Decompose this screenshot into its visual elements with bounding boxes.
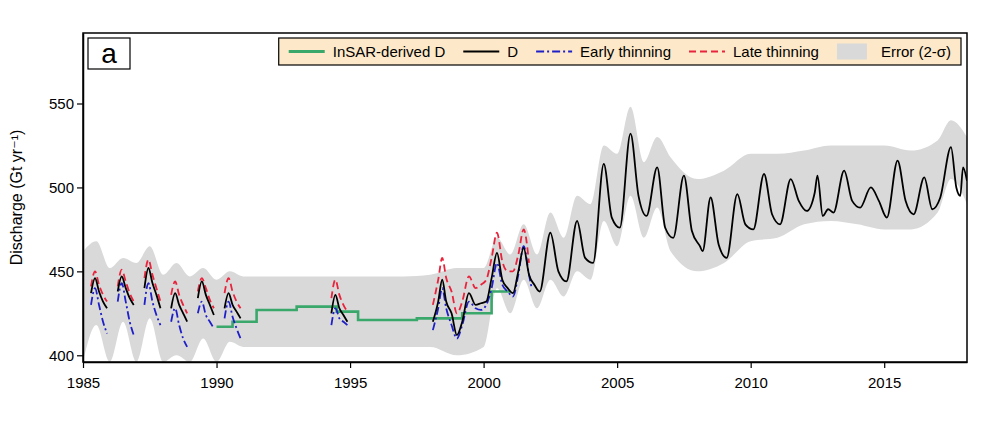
tick-label: 2000 bbox=[467, 374, 500, 391]
legend-swatch bbox=[536, 51, 572, 53]
legend-swatch bbox=[689, 51, 725, 53]
legend-swatch bbox=[289, 50, 325, 53]
plot-area bbox=[83, 107, 967, 362]
tick: 2015 bbox=[868, 362, 901, 391]
title: a bbox=[101, 38, 117, 69]
chart: 1985 1990 1995 2000 2005 2010 2015 400 450 500 550… bbox=[0, 0, 986, 425]
tick: 2000 bbox=[467, 362, 500, 391]
legend-item: InSAR-derived D bbox=[289, 43, 446, 60]
tick-mark bbox=[884, 362, 885, 368]
background bbox=[0, 0, 986, 425]
legend-label: D bbox=[507, 43, 518, 60]
tick-mark bbox=[77, 355, 83, 356]
tick: 1990 bbox=[200, 362, 233, 391]
tick: 450 bbox=[49, 263, 83, 280]
tick-label: 400 bbox=[49, 347, 74, 364]
tick-label: 550 bbox=[49, 95, 74, 112]
tick-label: 500 bbox=[49, 179, 74, 196]
legend-label: Early thinning bbox=[580, 43, 671, 60]
legend-item: Early thinning bbox=[536, 43, 671, 60]
legend-label: Late thinning bbox=[733, 43, 819, 60]
tick-label: 450 bbox=[49, 263, 74, 280]
tick-mark bbox=[484, 362, 485, 368]
legend-box bbox=[279, 38, 961, 65]
series-line bbox=[91, 134, 967, 335]
tick-mark bbox=[216, 362, 217, 368]
error-band bbox=[83, 107, 967, 362]
tick: 2005 bbox=[601, 362, 634, 391]
tick: 400 bbox=[49, 347, 83, 364]
tick-mark bbox=[617, 362, 618, 368]
tick-mark bbox=[77, 187, 83, 188]
legend-swatch bbox=[837, 44, 867, 60]
tick-label: 2015 bbox=[868, 374, 901, 391]
y-axis-title: Discharge (Gt yr⁻¹) bbox=[8, 130, 25, 266]
legend-item: Late thinning bbox=[689, 43, 819, 60]
legend-swatch bbox=[463, 51, 499, 53]
panel-label: a bbox=[88, 38, 130, 69]
y-axis: 400 450 500 550 bbox=[49, 34, 84, 364]
x-axis: 1985 1990 1995 2000 2005 2010 2015 bbox=[67, 362, 968, 391]
legend-label: InSAR-derived D bbox=[333, 43, 446, 60]
tick-label: 2010 bbox=[734, 374, 767, 391]
tick-mark bbox=[350, 362, 351, 368]
tick: 1995 bbox=[334, 362, 367, 391]
legend: InSAR-derived D D Early thinning Late thinn… bbox=[279, 38, 961, 65]
tick-mark bbox=[77, 103, 83, 104]
tick-mark bbox=[83, 362, 84, 368]
tick: 2010 bbox=[734, 362, 767, 391]
plot-frame bbox=[83, 33, 967, 362]
legend-item: D bbox=[463, 43, 518, 60]
tick-label: 1985 bbox=[67, 374, 100, 391]
tick-mark bbox=[751, 362, 752, 368]
tick: 550 bbox=[49, 95, 83, 112]
tick: 1985 bbox=[67, 362, 100, 391]
series-line bbox=[217, 292, 511, 327]
series-line bbox=[91, 229, 529, 313]
tick-mark bbox=[77, 271, 83, 272]
tick-label: 2005 bbox=[601, 374, 634, 391]
legend-label: Error (2-σ) bbox=[881, 43, 951, 60]
panel-label-box bbox=[88, 38, 130, 69]
tick-label: 1995 bbox=[334, 374, 367, 391]
tick-label: 1990 bbox=[200, 374, 233, 391]
legend-item: Error (2-σ) bbox=[837, 43, 951, 60]
tick: 500 bbox=[49, 179, 83, 196]
